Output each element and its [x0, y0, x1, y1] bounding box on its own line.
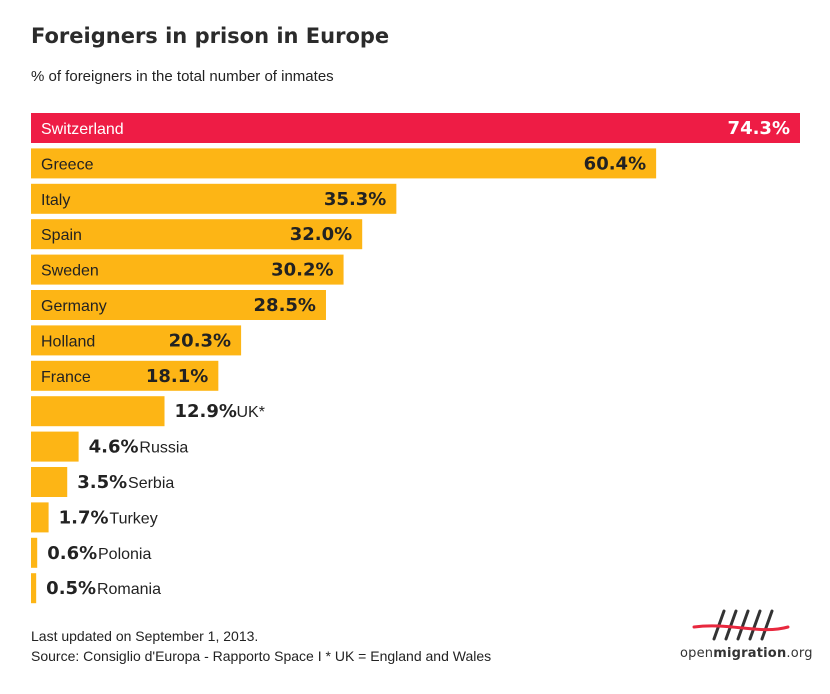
category-label: Polonia — [98, 546, 151, 563]
bar-france — [31, 360, 219, 391]
source-note: Source: Consiglio d'Europa - Rapporto Sp… — [31, 648, 492, 664]
chart-title: Foreigners in prison in Europe — [31, 24, 390, 48]
bar-serbia — [31, 467, 68, 497]
bar-spain — [31, 219, 363, 250]
logo-text-light: open — [680, 646, 714, 661]
value-label: 0.6% — [47, 543, 97, 564]
bar-sweden — [31, 254, 344, 285]
value-label: 35.3% — [324, 189, 386, 210]
bar-romania — [31, 573, 37, 604]
logo-text-suffix: .org — [786, 646, 813, 661]
value-label: 60.4% — [584, 153, 646, 174]
value-label: 18.1% — [146, 366, 208, 387]
logo-text-bold: migration — [713, 646, 787, 661]
bar-greece — [31, 148, 657, 179]
category-label: France — [41, 369, 91, 386]
value-label: 28.5% — [254, 295, 316, 316]
bar-germany — [31, 290, 326, 320]
category-label: Spain — [41, 227, 82, 244]
value-label: 20.3% — [169, 330, 231, 351]
last-updated-note: Last updated on September 1, 2013. — [31, 628, 259, 644]
value-label: 30.2% — [271, 260, 333, 281]
bar-italy — [31, 183, 397, 214]
category-label: Romania — [97, 581, 161, 598]
chart-subtitle: % of foreigners in the total number of i… — [31, 68, 334, 85]
value-label: 3.5% — [77, 472, 127, 493]
category-label: Germany — [41, 298, 107, 315]
category-label: UK* — [237, 404, 265, 421]
value-label: 1.7% — [59, 507, 109, 528]
category-label: Italy — [41, 192, 70, 209]
bar-uk — [31, 396, 165, 427]
category-label: Switzerland — [41, 121, 124, 138]
category-label: Russia — [139, 440, 188, 457]
bar-polonia — [31, 537, 38, 568]
bar-turkey — [31, 502, 49, 533]
logo-wordmark: openmigration.org — [680, 646, 813, 661]
category-label: Greece — [41, 156, 94, 173]
value-label: 32.0% — [290, 224, 352, 245]
footer: Last updated on September 1, 2013. Sourc… — [31, 626, 491, 666]
category-label: Sweden — [41, 263, 99, 280]
category-label: Serbia — [128, 475, 174, 492]
value-label: 0.5% — [46, 578, 96, 599]
bar-switzerland — [31, 113, 800, 143]
value-label: 4.6% — [89, 437, 139, 458]
value-label: 74.3% — [728, 118, 790, 139]
tally-marks-icon — [692, 609, 790, 641]
category-label: Holland — [41, 333, 95, 350]
value-label: 12.9% — [175, 401, 237, 422]
bar-holland — [31, 325, 242, 356]
category-label: Turkey — [109, 510, 157, 527]
bar-russia — [31, 431, 79, 462]
